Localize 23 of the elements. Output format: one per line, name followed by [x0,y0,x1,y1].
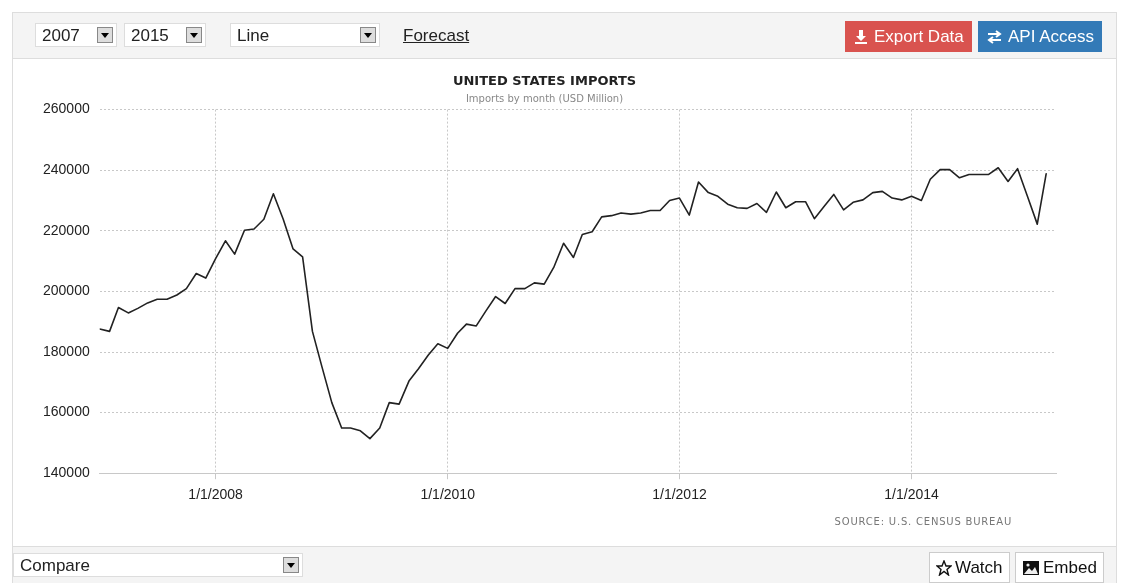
y-tick-label: 220000 [43,221,90,238]
text: Embed [1043,557,1097,579]
text: Export Data [874,26,964,48]
text: Watch [955,557,1003,579]
x-tick-label: 1/1/2014 [884,486,939,503]
chart-subtitle: Imports by month (USD Million) [465,93,624,105]
y-tick-label: 160000 [43,403,90,420]
text: 2015 [131,26,169,45]
text: Compare [20,556,90,575]
x-tick-label: 1/1/2012 [652,486,707,503]
y-tick-label: 260000 [43,100,90,117]
y-tick-label: 140000 [43,464,90,481]
y-tick-label: 240000 [43,161,90,178]
source-note: SOURCE: U.S. CENSUS BUREAU [834,516,1012,527]
text: API Access [1008,26,1094,48]
y-tick-label: 200000 [43,282,90,299]
y-tick-label: 180000 [43,342,90,359]
x-tick-label: 1/1/2010 [420,486,476,503]
x-tick-label: 1/1/2008 [188,486,244,503]
text: Line [237,26,270,45]
chart-title: UNITED STATES IMPORTS [452,73,637,89]
text: 2007 [42,26,80,45]
text: Forecast [403,26,470,45]
